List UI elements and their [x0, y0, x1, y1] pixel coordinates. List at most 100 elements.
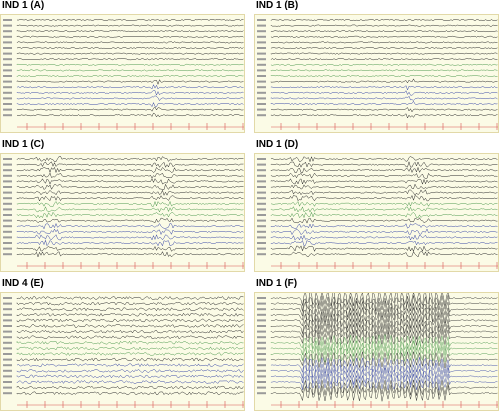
- channel-label: [257, 242, 266, 244]
- channel-label: [3, 253, 12, 256]
- channel-label: [3, 236, 12, 239]
- channel-label: [257, 108, 266, 111]
- channel-label: [3, 180, 12, 183]
- eeg-trace-area: [254, 153, 499, 272]
- eeg-trace: [270, 384, 498, 402]
- eeg-trace: [270, 58, 498, 61]
- channel-label: [257, 353, 266, 355]
- eeg-trace: [16, 329, 244, 334]
- eeg-trace: [16, 101, 244, 108]
- panel-d: IND 1 (D): [254, 139, 499, 272]
- eeg-trace: [270, 379, 498, 396]
- channel-label: [257, 202, 266, 205]
- eeg-trace-area: [0, 292, 245, 411]
- eeg-traces: [3, 19, 244, 130]
- channel-label: [257, 330, 266, 333]
- eeg-trace: [270, 189, 498, 196]
- eeg-trace: [16, 112, 244, 118]
- channel-label: [3, 353, 12, 355]
- eeg-trace: [270, 178, 498, 185]
- channel-label: [3, 202, 12, 205]
- channel-label: [3, 247, 12, 250]
- eeg-trace: [270, 340, 498, 357]
- eeg-trace: [270, 351, 498, 369]
- channel-label: [257, 392, 266, 395]
- channel-label: [257, 97, 266, 100]
- channel-label: [3, 219, 12, 222]
- eeg-trace: [16, 84, 244, 90]
- eeg-trace: [270, 63, 498, 66]
- channel-label: [257, 236, 266, 239]
- eeg-trace: [16, 24, 244, 27]
- channel-label: [257, 58, 266, 61]
- eeg-trace: [16, 239, 244, 247]
- eeg-trace: [270, 245, 498, 253]
- eeg-trace: [270, 78, 498, 84]
- channel-label: [257, 80, 266, 83]
- channel-label: [3, 297, 12, 299]
- eeg-trace: [16, 296, 244, 300]
- eeg-trace: [16, 222, 244, 230]
- eeg-traces: [257, 155, 498, 269]
- channel-label: [3, 114, 12, 117]
- channel-label: [3, 197, 12, 200]
- channel-label: [3, 325, 12, 327]
- channel-label: [257, 358, 266, 361]
- eeg-trace: [16, 251, 244, 258]
- eeg-trace: [16, 324, 244, 328]
- channel-label: [3, 214, 12, 216]
- eeg-trace: [270, 47, 498, 49]
- eeg-trace-area: [254, 292, 499, 411]
- channel-label: [257, 214, 266, 216]
- eeg-trace: [270, 172, 498, 179]
- channel-label: [3, 108, 12, 111]
- eeg-trace-area: [254, 14, 499, 133]
- channel-label: [257, 225, 266, 228]
- channel-label: [3, 86, 12, 89]
- eeg-trace: [16, 74, 244, 77]
- eeg-trace: [270, 35, 498, 38]
- channel-label: [257, 219, 266, 222]
- eeg-trace: [270, 194, 498, 202]
- eeg-trace: [16, 178, 244, 185]
- eeg-trace: [270, 90, 498, 96]
- channel-label: [3, 35, 12, 38]
- panel-title: IND 4 (E): [2, 278, 44, 289]
- channel-label: [257, 191, 266, 194]
- eeg-trace: [270, 107, 498, 113]
- eeg-trace-area: [0, 153, 245, 272]
- eeg-trace: [270, 223, 498, 229]
- eeg-trace: [16, 52, 244, 55]
- eeg-trace: [270, 239, 498, 247]
- eeg-trace: [270, 368, 498, 385]
- channel-label: [3, 336, 12, 339]
- eeg-trace: [270, 200, 498, 207]
- channel-label: [257, 341, 266, 344]
- eeg-trace: [270, 206, 498, 213]
- eeg-trace: [270, 373, 498, 391]
- eeg-trace: [270, 329, 498, 346]
- eeg-trace: [16, 95, 244, 102]
- channel-label: [257, 197, 266, 200]
- eeg-trace: [270, 211, 498, 219]
- eeg-trace: [16, 363, 244, 368]
- eeg-trace: [270, 24, 498, 27]
- channel-label: [3, 208, 12, 211]
- panel-a: IND 1 (A): [0, 0, 245, 133]
- channel-label: [3, 41, 12, 44]
- channel-label: [3, 230, 12, 233]
- channel-label: [257, 69, 266, 72]
- channel-label: [257, 114, 266, 117]
- channel-label: [3, 97, 12, 100]
- channel-label: [3, 24, 12, 27]
- channel-label: [3, 169, 12, 172]
- channel-label: [3, 19, 12, 21]
- eeg-trace: [16, 35, 244, 38]
- channel-label: [257, 47, 266, 49]
- channel-label: [3, 186, 12, 188]
- eeg-trace: [270, 295, 498, 312]
- channel-label: [3, 375, 12, 378]
- eeg-trace: [16, 63, 244, 66]
- eeg-trace: [270, 323, 498, 340]
- eeg-trace: [16, 166, 244, 174]
